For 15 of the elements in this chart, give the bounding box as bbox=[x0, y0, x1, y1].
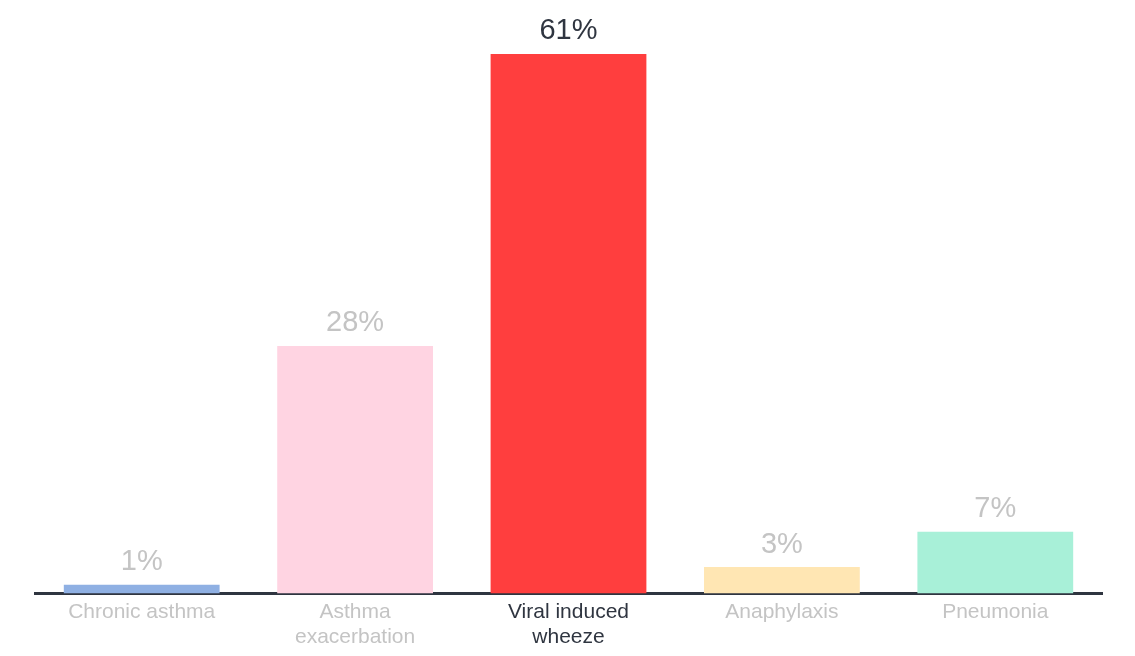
x-tick-label: Pneumonia bbox=[942, 599, 1049, 622]
x-tick-label: Asthma exacerbation bbox=[294, 599, 416, 648]
bar bbox=[917, 531, 1074, 594]
bar bbox=[277, 345, 433, 594]
data-label: 61% bbox=[539, 13, 598, 46]
data-label: 7% bbox=[974, 491, 1017, 524]
bar bbox=[704, 567, 860, 594]
x-tick-label: Anaphylaxis bbox=[725, 599, 839, 622]
bar bbox=[63, 584, 220, 594]
bar bbox=[490, 53, 647, 594]
data-label: 28% bbox=[326, 305, 385, 338]
x-tick-label: Viral induced wheeze bbox=[507, 599, 630, 648]
data-label: 3% bbox=[760, 526, 803, 559]
data-label: 1% bbox=[120, 544, 163, 577]
x-tick-label: Chronic asthma bbox=[68, 599, 216, 622]
